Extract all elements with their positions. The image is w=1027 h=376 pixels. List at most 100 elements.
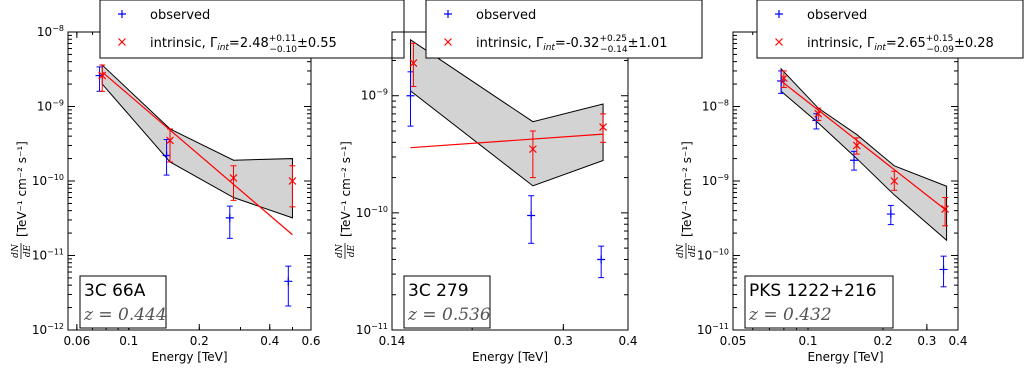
legend: observed intrinsic, Γint=2.65+0.15 −0.09±0…	[756, 0, 1024, 59]
legend-marker-intrinsic	[118, 38, 126, 46]
data-point-observed	[850, 156, 859, 165]
legend: observed intrinsic, Γint=2.48+0.11 −0.10±0…	[99, 0, 405, 59]
y-axis-units: [TeV⁻¹ cm⁻² s⁻¹]	[339, 141, 353, 237]
fit-line	[101, 71, 293, 236]
legend-label-observed: observed	[150, 8, 210, 23]
source-redshift: z = 0.432	[748, 305, 832, 325]
y-tick-exponent: −12	[47, 322, 64, 331]
legend-box	[425, 0, 703, 59]
source-label-box	[744, 275, 894, 329]
confidence-band	[409, 38, 604, 187]
plot-area	[777, 67, 950, 288]
x-tick-label: 0.14	[379, 334, 406, 348]
y-axis-fraction-num: dN	[11, 243, 21, 258]
x-axis-title: Energy [TeV]	[151, 350, 227, 364]
data-point-observed	[284, 277, 293, 286]
y-axis-fraction-num: dN	[335, 243, 345, 258]
data-point-intrinsic	[166, 136, 174, 145]
source-label: 3C 66A z = 0.444	[79, 275, 167, 329]
y-tick-label: 10−9	[361, 88, 388, 103]
legend-intrinsic-sub: int	[874, 43, 886, 53]
legend-gamma-value: =2.48	[229, 36, 269, 51]
fit-line	[410, 133, 604, 149]
y-tick-label: 10−11	[697, 322, 729, 337]
source-redshift: z = 0.536	[407, 305, 491, 325]
x-tick-label: 0.1	[798, 334, 817, 348]
legend-intrinsic-prefix: intrinsic, Γ	[476, 36, 544, 51]
legend-label-intrinsic: intrinsic, Γint=2.65+0.15 −0.09±0.28	[807, 34, 994, 55]
data-point-intrinsic	[288, 177, 297, 185]
x-tick-label: 0.6	[301, 334, 320, 348]
x-tick-label: 0.1	[119, 334, 138, 348]
y-tick-exponent: −8	[52, 24, 64, 33]
data-point-observed	[886, 210, 895, 219]
source-label: PKS 1222+216 z = 0.432	[744, 275, 894, 329]
y-tick-base: 10	[356, 323, 371, 337]
plot-area	[95, 63, 297, 307]
data-point-intrinsic	[229, 173, 238, 182]
legend-gamma-value: =2.65	[886, 36, 926, 51]
y-tick-label: 10−11	[32, 248, 64, 263]
legend-marker-intrinsic	[444, 38, 452, 46]
legend-marker-observed	[118, 10, 126, 18]
legend-intrinsic-prefix: intrinsic, Γ	[807, 36, 875, 51]
x-tick-label: 0.05	[720, 334, 747, 348]
y-axis-title: dN dE [TeV⁻¹ cm⁻² s⁻¹]	[335, 141, 357, 259]
legend-gamma-up: +0.11	[269, 34, 297, 44]
data-point-intrinsic	[779, 74, 788, 83]
panel-3: 0.05 0.1 0.2 0.3 0.410−1110−1010−910−8Energy…	[676, 0, 1024, 364]
y-tick-label: 10−10	[32, 173, 64, 188]
panel-1: 0.06 0.1 0.2 0.4 0.610−1210−1110−1010−910−8E…	[11, 0, 405, 364]
y-tick-label: 10−12	[32, 322, 64, 337]
series-intrinsic	[98, 64, 297, 208]
y-axis-units: [TeV⁻¹ cm⁻² s⁻¹]	[680, 141, 694, 237]
legend-gamma-down: −0.14	[600, 45, 628, 55]
y-tick-base: 10	[697, 249, 712, 263]
y-tick-label: 10−11	[356, 322, 388, 337]
data-point-observed	[527, 211, 536, 220]
y-tick-label: 10−8	[37, 24, 64, 39]
y-tick-base: 10	[37, 100, 52, 114]
y-tick-exponent: −9	[717, 173, 729, 182]
y-axis-fraction-den: dE	[347, 244, 357, 257]
y-tick-base: 10	[697, 323, 712, 337]
source-name: PKS 1222+216	[749, 281, 877, 301]
data-point-intrinsic	[890, 177, 899, 185]
y-tick-base: 10	[702, 174, 717, 188]
y-tick-base: 10	[356, 206, 371, 220]
fit-line	[780, 80, 947, 212]
data-point-observed	[597, 255, 606, 264]
data-point-observed	[225, 213, 234, 222]
y-tick-label: 10−9	[702, 173, 729, 188]
confidence-band	[780, 67, 948, 242]
data-point-intrinsic	[409, 59, 418, 68]
legend-intrinsic-sub: int	[217, 43, 229, 53]
legend-box	[756, 0, 1024, 59]
y-tick-base: 10	[32, 323, 47, 337]
y-tick-exponent: −11	[47, 248, 64, 257]
data-point-observed	[162, 151, 171, 160]
legend-gamma-sys: ±1.01	[628, 36, 668, 51]
legend-gamma-value: =-0.32	[555, 36, 600, 51]
legend-gamma-down: −0.09	[926, 45, 954, 55]
y-tick-exponent: −9	[52, 99, 64, 108]
legend-gamma-up: +0.15	[926, 34, 954, 44]
legend-intrinsic-sub: int	[543, 43, 555, 53]
y-tick-exponent: −10	[371, 205, 388, 214]
legend-intrinsic-prefix: intrinsic, Γ	[150, 36, 218, 51]
legend-gamma-up: +0.25	[599, 34, 627, 44]
data-point-intrinsic	[599, 123, 607, 132]
y-tick-exponent: −10	[712, 248, 729, 257]
source-label-box	[403, 275, 491, 329]
series-observed	[95, 66, 293, 307]
x-axis-title: Energy [TeV]	[472, 350, 548, 364]
source-name: 3C 279	[408, 281, 469, 301]
y-tick-exponent: −11	[371, 322, 388, 331]
legend-label-observed: observed	[476, 8, 536, 23]
legend-marker-intrinsic	[775, 38, 783, 46]
data-point-intrinsic	[852, 141, 861, 150]
legend-box	[99, 0, 405, 59]
y-tick-exponent: −8	[717, 99, 729, 108]
source-name: 3C 66A	[84, 281, 146, 301]
series-intrinsic	[779, 70, 950, 227]
